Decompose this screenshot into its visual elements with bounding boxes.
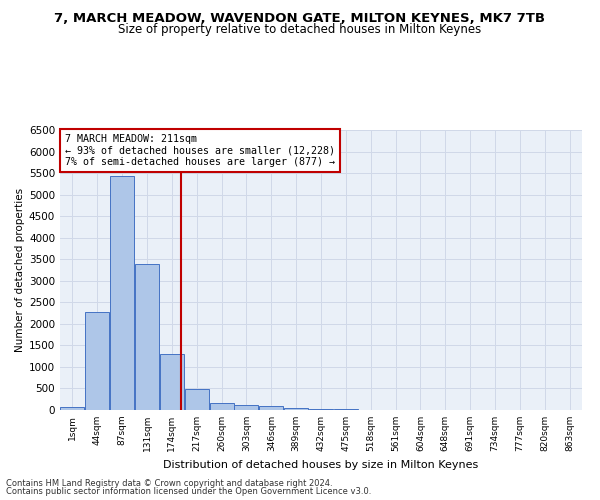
Text: Contains HM Land Registry data © Crown copyright and database right 2024.: Contains HM Land Registry data © Crown c… — [6, 478, 332, 488]
Bar — [235, 406, 259, 410]
Bar — [209, 402, 233, 410]
Text: Size of property relative to detached houses in Milton Keynes: Size of property relative to detached ho… — [118, 22, 482, 36]
Bar — [185, 390, 209, 410]
Y-axis label: Number of detached properties: Number of detached properties — [15, 188, 25, 352]
Bar — [259, 406, 283, 410]
Bar — [160, 354, 184, 410]
Bar — [309, 408, 333, 410]
X-axis label: Distribution of detached houses by size in Milton Keynes: Distribution of detached houses by size … — [163, 460, 479, 469]
Bar — [85, 312, 109, 410]
Bar — [284, 408, 308, 410]
Bar — [110, 176, 134, 410]
Bar — [135, 264, 159, 410]
Text: 7, MARCH MEADOW, WAVENDON GATE, MILTON KEYNES, MK7 7TB: 7, MARCH MEADOW, WAVENDON GATE, MILTON K… — [55, 12, 545, 26]
Bar — [61, 407, 85, 410]
Text: 7 MARCH MEADOW: 211sqm
← 93% of detached houses are smaller (12,228)
7% of semi-: 7 MARCH MEADOW: 211sqm ← 93% of detached… — [65, 134, 335, 168]
Text: Contains public sector information licensed under the Open Government Licence v3: Contains public sector information licen… — [6, 487, 371, 496]
